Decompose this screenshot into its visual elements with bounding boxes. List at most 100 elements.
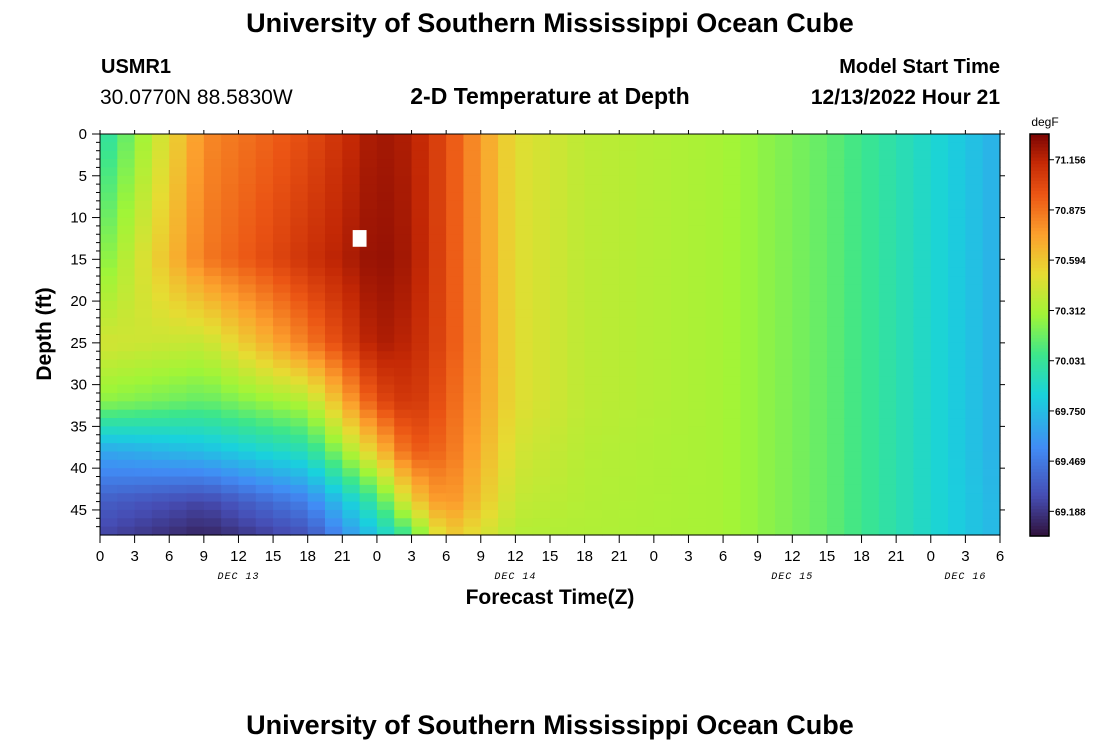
heatmap-cell — [446, 342, 465, 352]
heatmap-cell — [809, 359, 828, 369]
heatmap-cell — [221, 443, 240, 453]
heatmap-cell — [688, 518, 707, 528]
heatmap-cell — [809, 301, 828, 311]
heatmap-cell — [203, 451, 222, 461]
heatmap-cell — [878, 217, 897, 227]
heatmap-cell — [463, 217, 482, 227]
heatmap-cell — [255, 259, 274, 269]
heatmap-cell — [428, 209, 447, 219]
heatmap-cell — [688, 284, 707, 294]
heatmap-cell — [532, 484, 551, 494]
heatmap-cell — [896, 518, 915, 528]
heatmap-cell — [982, 292, 1001, 302]
heatmap-cell — [826, 451, 845, 461]
heatmap-cell — [238, 334, 257, 344]
heatmap-cell — [792, 326, 811, 336]
heatmap-cell — [411, 234, 430, 244]
heatmap-cell — [723, 401, 741, 411]
heatmap-cell — [273, 376, 291, 386]
heatmap-cell — [550, 309, 568, 319]
heatmap-cell — [636, 434, 655, 444]
heatmap-cell — [653, 526, 672, 536]
heatmap-cell — [948, 418, 966, 427]
heatmap-cell — [826, 426, 845, 436]
heatmap-cell — [273, 167, 291, 177]
heatmap-cell — [878, 443, 897, 453]
heatmap-cell — [255, 418, 274, 427]
heatmap-cell — [100, 159, 118, 169]
heatmap-cell — [169, 384, 188, 394]
heatmap-cell — [169, 509, 188, 519]
heatmap-cell — [134, 267, 153, 277]
heatmap-cell — [307, 434, 326, 444]
heatmap-cell — [186, 443, 205, 453]
colorbar-segment — [1030, 180, 1049, 185]
heatmap-cell — [913, 359, 932, 369]
heatmap-cell — [740, 443, 759, 453]
heatmap-cell — [896, 200, 915, 210]
heatmap-cell — [203, 342, 222, 352]
x-tick-label: 3 — [684, 548, 692, 565]
heatmap-cell — [567, 351, 586, 361]
heatmap-cell — [878, 276, 897, 285]
heatmap-cell — [948, 376, 966, 386]
heatmap-cell — [740, 217, 759, 227]
x-tick-label: 6 — [165, 548, 173, 565]
heatmap-cell — [255, 351, 274, 361]
heatmap-cell — [203, 259, 222, 269]
heatmap-cell — [515, 376, 534, 386]
heatmap-cell — [826, 284, 845, 294]
heatmap-cell — [238, 200, 257, 210]
heatmap-cell — [273, 409, 291, 419]
colorbar-segment — [1030, 515, 1049, 520]
heatmap-cell — [134, 159, 153, 169]
heatmap-cell — [740, 334, 759, 344]
heatmap-cell — [636, 134, 655, 143]
heatmap-cell — [290, 401, 309, 411]
heatmap-cell — [757, 484, 776, 494]
heatmap-cell — [723, 242, 741, 252]
heatmap-cell — [290, 159, 309, 169]
heatmap-cell — [238, 159, 257, 169]
heatmap-cell — [653, 200, 672, 210]
heatmap-cell — [982, 451, 1001, 461]
heatmap-cell — [550, 301, 568, 311]
heatmap-cell — [775, 234, 793, 244]
heatmap-cell — [757, 267, 776, 277]
heatmap-cell — [688, 384, 707, 394]
heatmap-cell — [982, 476, 1001, 486]
heatmap-cell — [186, 401, 205, 411]
heatmap-cell — [792, 259, 811, 269]
heatmap-cell — [965, 142, 984, 152]
heatmap-cell — [411, 476, 430, 486]
heatmap-cell — [342, 200, 361, 210]
heatmap-cell — [117, 167, 136, 177]
heatmap-cell — [273, 367, 291, 377]
heatmap-cell — [359, 225, 378, 235]
colorbar-segment — [1030, 190, 1049, 195]
heatmap-cell — [342, 142, 361, 152]
heatmap-cell — [117, 409, 136, 419]
heatmap-cell — [376, 175, 395, 185]
heatmap-cell — [446, 234, 465, 244]
heatmap-cell — [221, 267, 240, 277]
heatmap-cell — [930, 184, 949, 194]
heatmap-cell — [290, 493, 309, 503]
heatmap-cell — [688, 359, 707, 369]
heatmap-cell — [913, 434, 932, 444]
heatmap-cell — [930, 418, 949, 427]
heatmap-cell — [446, 484, 465, 494]
x-tick-label: 21 — [334, 548, 351, 565]
heatmap-cell — [411, 459, 430, 469]
heatmap-cell — [757, 317, 776, 327]
heatmap-cell — [809, 459, 828, 469]
heatmap-cell — [601, 384, 620, 394]
heatmap-cell — [169, 334, 188, 344]
heatmap-cell — [203, 134, 222, 143]
heatmap-cell — [221, 409, 240, 419]
heatmap-cell — [515, 184, 534, 194]
heatmap-cell — [584, 434, 603, 444]
heatmap-cell — [498, 451, 516, 461]
heatmap-cell — [359, 468, 378, 478]
heatmap-cell — [792, 418, 811, 427]
